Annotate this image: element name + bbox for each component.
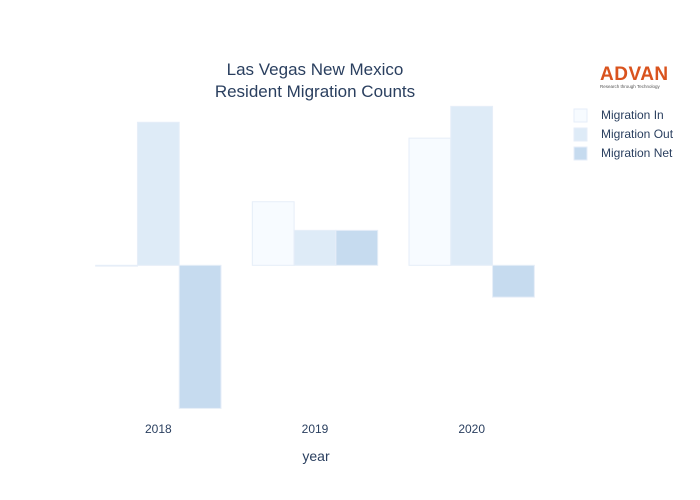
legend-swatch-migration-net[interactable] [573, 146, 588, 161]
x-tick-label-2020: 2020 [458, 422, 485, 436]
bar-migration-in-2018[interactable] [95, 264, 138, 267]
legend[interactable]: Migration In Migration Out Migration Net [573, 108, 674, 161]
bar-migration-net-2020[interactable] [492, 264, 535, 298]
bar-migration-net-2019[interactable] [335, 229, 379, 266]
x-axis-title: year [302, 448, 330, 464]
bar-migration-net-2018[interactable] [178, 264, 222, 409]
bar-migration-in-2019[interactable] [251, 201, 295, 266]
legend-swatch-migration-out[interactable] [573, 127, 588, 142]
legend-label-migration-in[interactable]: Migration In [601, 108, 664, 122]
chart-title-line-1: Las Vegas New Mexico [227, 60, 404, 79]
bar-migration-out-2018[interactable] [136, 121, 180, 266]
x-tick-label-2019: 2019 [302, 422, 329, 436]
x-tick-label-2018: 2018 [145, 422, 172, 436]
legend-label-migration-out[interactable]: Migration Out [601, 127, 674, 141]
bars-group [95, 105, 535, 409]
bar-migration-out-2019[interactable] [293, 229, 337, 266]
logo-wordmark: ADVAN [600, 64, 669, 85]
legend-label-migration-net[interactable]: Migration Net [601, 146, 673, 160]
advan-logo: ADVAN Research through Technology [600, 64, 672, 90]
bar-migration-in-2020[interactable] [408, 137, 452, 266]
x-tick-labels: 2018 2019 2020 [145, 422, 485, 436]
chart-title-line-2: Resident Migration Counts [215, 82, 415, 101]
bar-migration-out-2020[interactable] [450, 105, 494, 266]
legend-swatch-migration-in[interactable] [573, 108, 588, 123]
logo-tagline: Research through Technology [600, 84, 660, 89]
